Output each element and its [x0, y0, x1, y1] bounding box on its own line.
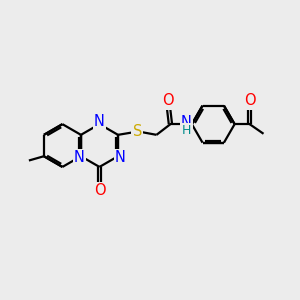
- Text: O: O: [244, 93, 255, 108]
- Text: N: N: [115, 150, 126, 165]
- Text: N: N: [74, 150, 85, 165]
- Text: S: S: [133, 124, 142, 139]
- Text: H: H: [182, 124, 191, 136]
- Text: O: O: [163, 93, 174, 108]
- Text: N: N: [94, 114, 105, 129]
- Text: N: N: [181, 115, 192, 130]
- Text: O: O: [94, 183, 105, 198]
